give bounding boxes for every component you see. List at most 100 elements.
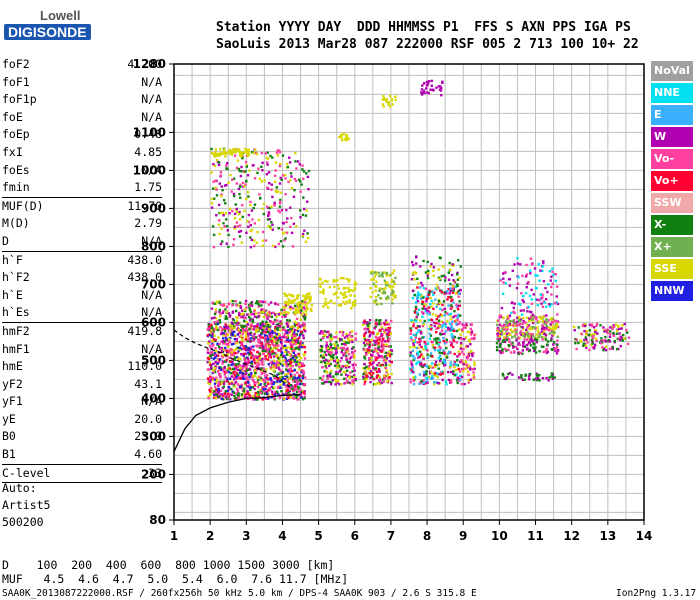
echo-point xyxy=(464,360,468,363)
echo-point xyxy=(297,336,301,340)
echo-point xyxy=(249,310,253,314)
echo-point xyxy=(233,216,237,220)
echo-point xyxy=(422,286,426,290)
echo-point xyxy=(329,362,332,366)
echo-point xyxy=(335,292,338,296)
echo-point xyxy=(462,326,465,329)
echo-point xyxy=(266,218,270,221)
echo-point xyxy=(274,366,277,369)
echo-point xyxy=(523,378,526,381)
echo-point xyxy=(554,349,557,353)
echo-point xyxy=(409,381,413,384)
echo-point xyxy=(575,347,578,351)
echo-point xyxy=(224,155,227,158)
echo-point xyxy=(512,306,515,310)
echo-point xyxy=(211,335,214,338)
muf-row: MUF 4.5 4.6 4.7 5.0 5.4 6.0 7.6 11.7 [MH… xyxy=(2,572,349,586)
echo-point xyxy=(382,291,385,295)
echo-point xyxy=(340,133,344,136)
echo-point xyxy=(500,324,503,328)
echo-point xyxy=(327,330,330,333)
echo-point xyxy=(214,322,218,325)
echo-point xyxy=(536,298,539,301)
echo-point xyxy=(366,323,369,326)
echo-point xyxy=(208,340,211,343)
echo-point xyxy=(415,297,419,301)
echo-point xyxy=(255,241,258,244)
echo-point xyxy=(384,281,387,285)
legend-item: W xyxy=(651,127,693,147)
echo-point xyxy=(422,357,425,360)
echo-point xyxy=(453,361,457,364)
echo-point xyxy=(353,374,356,377)
echo-point xyxy=(415,262,418,265)
echo-point xyxy=(435,305,438,308)
echo-point xyxy=(412,343,415,346)
echo-point xyxy=(226,229,229,232)
echo-point xyxy=(253,177,257,180)
echo-point xyxy=(349,289,352,292)
echo-point xyxy=(334,372,338,376)
echo-point xyxy=(473,336,476,340)
echo-point xyxy=(551,377,555,380)
echo-point xyxy=(553,331,556,334)
echo-point xyxy=(214,365,217,368)
echo-point xyxy=(527,280,530,284)
echo-point xyxy=(464,367,467,370)
echo-point xyxy=(239,315,242,319)
echo-point xyxy=(363,319,366,322)
echo-point xyxy=(435,321,438,325)
echo-point xyxy=(527,342,530,346)
echo-point xyxy=(467,351,471,354)
echo-point xyxy=(467,381,470,384)
echo-point xyxy=(502,281,505,284)
echo-point xyxy=(217,383,220,386)
echo-point xyxy=(420,294,423,298)
echo-point xyxy=(270,312,273,315)
echo-point xyxy=(329,358,333,361)
echo-point xyxy=(516,323,519,327)
echo-point xyxy=(293,359,296,362)
echo-point xyxy=(235,166,239,170)
echo-point xyxy=(502,272,505,275)
echo-point xyxy=(618,327,621,331)
echo-point xyxy=(329,343,332,346)
echo-point xyxy=(224,202,227,205)
echo-point xyxy=(550,337,553,340)
echo-point xyxy=(300,396,303,399)
echo-point xyxy=(240,241,243,244)
echo-point xyxy=(421,365,424,369)
echo-point xyxy=(338,383,341,386)
echo-point xyxy=(415,362,418,366)
echo-point xyxy=(454,285,457,288)
echo-point xyxy=(207,342,210,345)
param-label: foE xyxy=(2,109,23,124)
echo-point xyxy=(266,374,269,377)
echo-point xyxy=(226,167,229,171)
echo-point xyxy=(379,329,382,332)
echo-point xyxy=(223,199,226,202)
echo-point xyxy=(427,318,431,322)
echo-point xyxy=(349,340,352,343)
echo-point xyxy=(301,342,304,345)
param-label: yF2 xyxy=(2,376,23,391)
echo-point xyxy=(324,297,327,301)
param-label: foEs xyxy=(2,162,30,177)
echo-point xyxy=(452,301,455,304)
echo-point xyxy=(272,322,275,325)
echo-point xyxy=(270,221,273,224)
echo-point xyxy=(464,326,467,329)
echo-point xyxy=(508,321,512,324)
echo-point xyxy=(445,341,448,344)
echo-point xyxy=(282,174,285,177)
echo-point xyxy=(468,366,472,369)
echo-point xyxy=(472,371,475,374)
echo-cluster xyxy=(573,322,631,352)
echo-point xyxy=(302,334,305,337)
echo-point xyxy=(279,198,282,202)
echo-point xyxy=(385,343,388,347)
echo-point xyxy=(266,312,270,315)
echo-point xyxy=(557,320,560,324)
echo-point xyxy=(416,300,420,303)
echo-point xyxy=(283,328,286,332)
